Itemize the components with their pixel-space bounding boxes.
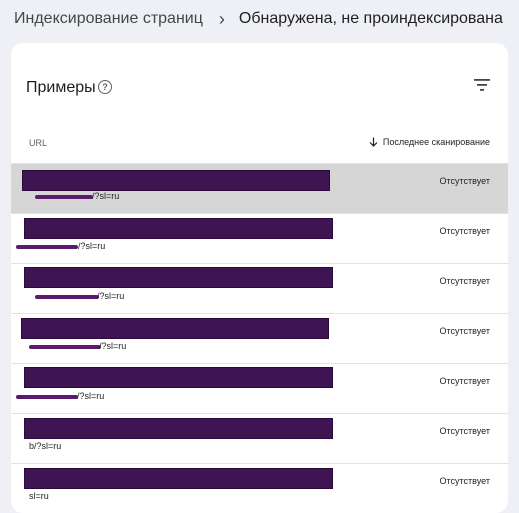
redacted-url-scribble — [35, 295, 99, 299]
row-url[interactable]: b/?sl=ru — [29, 441, 62, 451]
sort-arrow-down-icon — [369, 137, 378, 147]
redacted-url-block — [21, 318, 329, 339]
filter-icon[interactable] — [472, 76, 492, 94]
redacted-url-block — [24, 218, 333, 239]
help-icon[interactable]: ? — [98, 80, 112, 94]
redacted-url-scribble — [35, 195, 93, 199]
redacted-url-block — [24, 267, 333, 288]
table-row[interactable]: sl=ru Отсутствует — [11, 463, 508, 513]
column-header-last-scan-label: Последнее сканирование — [382, 137, 490, 147]
redacted-url-block — [24, 468, 333, 489]
row-url[interactable]: sl=ru — [29, 491, 49, 501]
redacted-url-block — [24, 367, 333, 388]
card-title: Примеры — [26, 79, 96, 96]
row-status: Отсутствует — [439, 426, 490, 436]
table-row[interactable]: /?sl=ru Отсутствует — [11, 263, 508, 313]
examples-card: Примеры ? URL Последнее сканирование /?s… — [11, 43, 508, 513]
breadcrumb-separator: › — [218, 8, 225, 29]
row-status: Отсутствует — [439, 226, 490, 236]
row-status: Отсутствует — [439, 326, 490, 336]
redacted-url-block — [24, 418, 333, 439]
breadcrumb-parent-link[interactable]: Индексирование страниц — [14, 10, 203, 27]
examples-table: /?sl=ru Отсутствует /?sl=ru Отсутствует … — [11, 163, 508, 513]
breadcrumb: Индексирование страниц › Обнаружена, не … — [14, 8, 503, 30]
redacted-url-scribble — [16, 245, 78, 249]
row-status: Отсутствует — [439, 176, 490, 186]
redacted-url-scribble — [16, 395, 78, 399]
redacted-url-block — [22, 170, 330, 191]
column-header-url[interactable]: URL — [29, 138, 48, 148]
table-row[interactable]: /?sl=ru Отсутствует — [11, 363, 508, 413]
row-url[interactable]: /?sl=ru — [77, 391, 105, 401]
row-url[interactable]: /?sl=ru — [99, 341, 127, 351]
table-row[interactable]: b/?sl=ru Отсутствует — [11, 413, 508, 463]
table-row[interactable]: /?sl=ru Отсутствует — [11, 163, 508, 213]
table-row[interactable]: /?sl=ru Отсутствует — [11, 213, 508, 263]
row-status: Отсутствует — [439, 376, 490, 386]
column-header-last-scan[interactable]: Последнее сканирование — [369, 137, 490, 147]
row-url[interactable]: /?sl=ru — [97, 291, 125, 301]
row-status: Отсутствует — [439, 276, 490, 286]
row-status: Отсутствует — [439, 476, 490, 486]
redacted-url-scribble — [29, 345, 101, 349]
page-title: Обнаружена, не проиндексирована — [238, 10, 503, 27]
row-url[interactable]: /?sl=ru — [78, 241, 106, 251]
table-row[interactable]: /?sl=ru Отсутствует — [11, 313, 508, 363]
row-url[interactable]: /?sl=ru — [92, 191, 120, 201]
